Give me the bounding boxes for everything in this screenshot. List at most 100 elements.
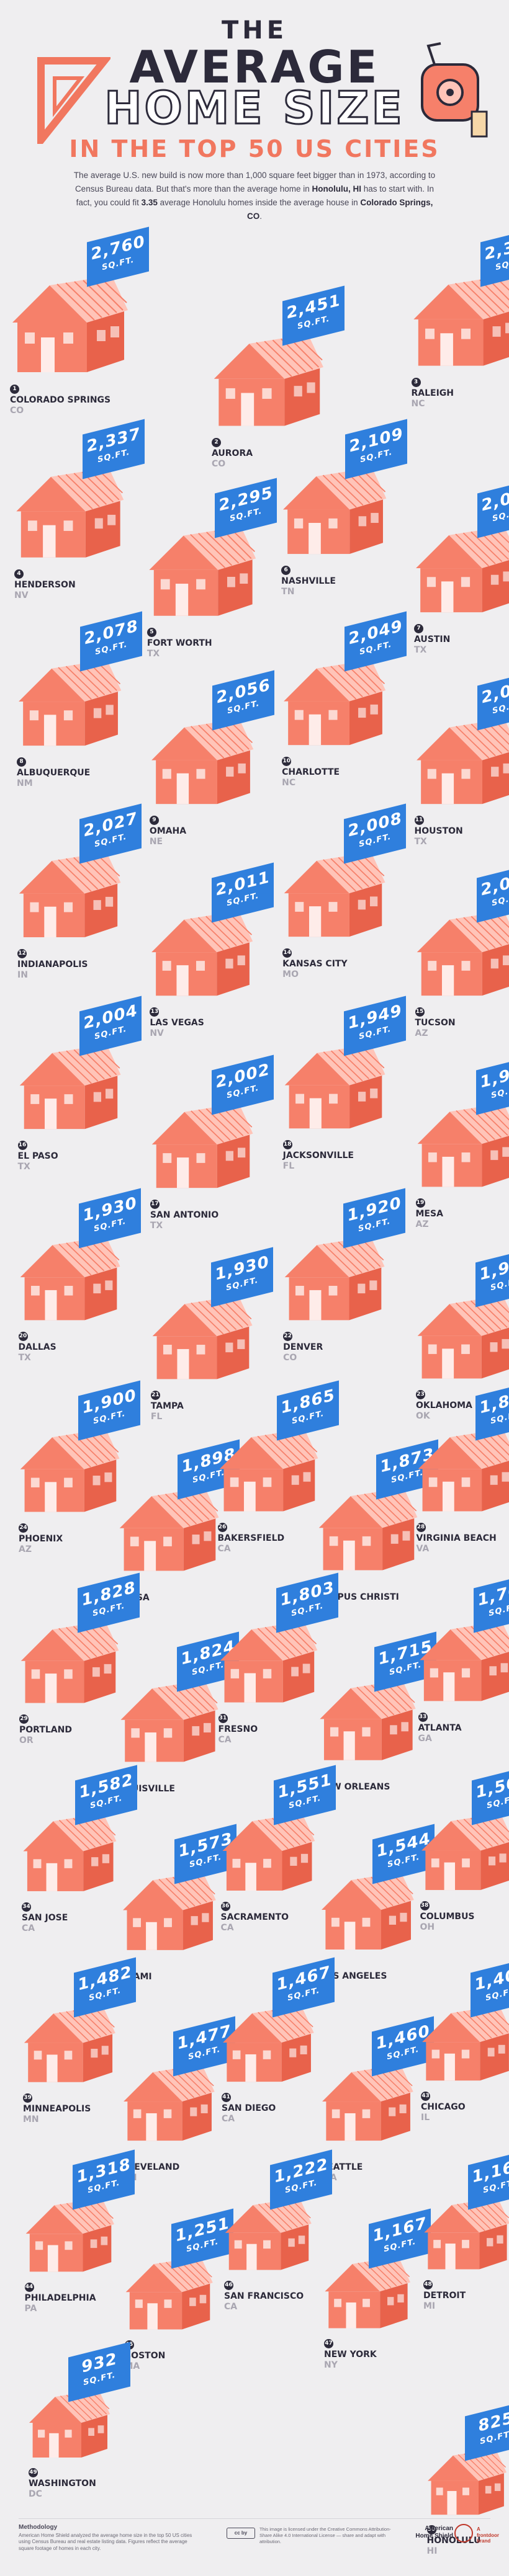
city-name: FRESNO — [218, 1724, 258, 1734]
house-icon — [151, 718, 254, 804]
city-label: 41 SAN DIEGO CA — [222, 2089, 327, 2124]
sqft-badge: 2,295 SQ.FT. — [214, 478, 277, 538]
sqft-badge: 2,056 SQ.FT. — [212, 670, 274, 731]
state-code: TX — [146, 648, 160, 659]
sqft-badge: 2,027 SQ.FT. — [79, 803, 142, 864]
sqft-badge: 1,551 SQ.FT. — [273, 1765, 336, 1825]
state-code: NC — [411, 398, 425, 409]
sqft-badge: 1,900 SQ.FT. — [78, 1380, 140, 1441]
state-code: TX — [17, 1161, 30, 1172]
house-icon — [283, 467, 387, 555]
city-label: 28 VIRGINIA BEACH VA — [416, 1519, 509, 1554]
city-name: CLEVELAND — [122, 2162, 180, 2172]
city-label: 44 PHILADELPHIA PA — [24, 2279, 130, 2314]
house-icon — [16, 467, 124, 558]
city-name: PHILADELPHIA — [24, 2293, 96, 2303]
house-icon — [325, 2257, 411, 2329]
city-label: 1 COLORADO SPRINGS CO — [10, 381, 115, 416]
sqft-badge: 2,451 SQ.FT. — [282, 285, 345, 346]
rank-badge: 22 — [283, 1332, 293, 1341]
rank-badge: 13 — [150, 1007, 160, 1017]
triangle-ruler-icon — [37, 57, 110, 144]
city-label: 19 MESA AZ — [415, 1195, 509, 1229]
city-label: 46 SAN FRANCISCO CA — [224, 2277, 330, 2312]
house-icon — [284, 852, 385, 937]
state-code: GA — [418, 1733, 432, 1744]
rank-badge: 14 — [282, 948, 292, 958]
rank-badge: 48 — [423, 2280, 433, 2289]
state-code: CA — [320, 1982, 426, 1992]
city-label: 3 RALEIGH NC — [411, 374, 509, 409]
rank-badge: 49 — [29, 2468, 38, 2477]
state-code: IN — [17, 969, 28, 980]
state-code: TX — [150, 1220, 163, 1231]
state-code: NE — [149, 836, 163, 847]
rank-badge: 39 — [23, 2093, 32, 2103]
city-label: 35MIAMIFL — [121, 1958, 227, 1992]
title-the: THE — [221, 16, 288, 45]
state-code: FL — [122, 1982, 227, 1992]
house-icon — [322, 2064, 413, 2141]
city-label: 39 MINNEAPOLIS MN — [23, 2090, 128, 2124]
state-code: CA — [224, 2301, 238, 2312]
city-name: ATLANTA — [418, 1723, 462, 1733]
house-icon — [20, 1428, 120, 1512]
state-code: FL — [282, 1161, 295, 1171]
sqft-badge: 1,828 SQ.FT. — [78, 1572, 140, 1633]
license-text: This image is licensed under the Creativ… — [259, 2526, 391, 2544]
house-icon — [119, 1487, 219, 1571]
sqft-badge: 1,500 SQ.FT. — [471, 1765, 509, 1825]
city-name: RALEIGH — [411, 388, 454, 398]
state-code: MA — [124, 2361, 140, 2371]
city-name: HENDERSON — [14, 580, 76, 590]
state-code: NM — [17, 778, 33, 788]
city-label: 15 TUCSON AZ — [415, 1004, 509, 1038]
city-name: EL PASO — [17, 1151, 58, 1161]
city-label: 20 DALLAS TX — [18, 1328, 124, 1363]
house-icon — [151, 1103, 253, 1188]
city-name: FORT WORTH — [146, 638, 212, 648]
city-name: DALLAS — [18, 1342, 56, 1352]
house-icon — [322, 1872, 414, 1950]
city-label: 13 LAS VEGAS NV — [150, 1004, 255, 1038]
sqft-value: 2,366 — [484, 232, 509, 264]
sqft-value: 2,005 — [480, 868, 509, 900]
rank-badge: 41 — [222, 2093, 231, 2102]
rank-badge: 29 — [19, 1714, 29, 1724]
rank-badge: 9 — [149, 816, 159, 825]
house-icon — [20, 1236, 120, 1321]
house-icon — [120, 1680, 218, 1762]
rank-badge: 1 — [10, 385, 19, 394]
city-label: 34 SAN JOSE CA — [22, 1899, 127, 1933]
rank-badge: 36 — [220, 1902, 230, 1911]
rank-badge: 17 — [150, 1200, 160, 1209]
city-label: 6 NASHVILLE TN — [281, 562, 387, 597]
rank-badge: 3 — [411, 378, 421, 387]
state-code: PA — [24, 2303, 37, 2314]
city-name: NEW YORK — [324, 2350, 377, 2360]
rank-badge: 38 — [420, 1901, 430, 1910]
house-icon — [25, 2198, 114, 2272]
city-label: 24 PHOENIX AZ — [19, 1520, 124, 1554]
state-code: TX — [414, 836, 427, 847]
rank-badge: 46 — [224, 2281, 233, 2290]
city-name: HOUSTON — [414, 826, 463, 836]
cc-license-badge[interactable]: cc by — [227, 2528, 255, 2539]
brand-tagline: A frontdoor brand — [477, 2526, 499, 2544]
city-name: JACKSONVILLE — [282, 1151, 354, 1161]
rank-badge: 12 — [17, 949, 27, 958]
city-name: NASHVILLE — [281, 576, 336, 586]
sqft-badge: 2,049 SQ.FT. — [345, 611, 407, 672]
city-name: MESA — [415, 1209, 443, 1219]
city-label: 36 SACRAMENTO CA — [220, 1898, 327, 1933]
sqft-badge: 1,865 SQ.FT. — [276, 1380, 339, 1441]
city-label: 10 CHARLOTTE NC — [282, 753, 387, 788]
city-name: ALBUQUERQUE — [17, 768, 91, 778]
house-icon — [19, 659, 122, 746]
sqft-badge: 2,011 SQ.FT. — [212, 862, 274, 923]
city-name: CHICAGO — [421, 2102, 466, 2112]
title-average: AVERAGE — [129, 41, 380, 93]
state-code: TN — [281, 586, 295, 597]
sqft-badge: 2,337 SQ.FT. — [83, 419, 145, 479]
